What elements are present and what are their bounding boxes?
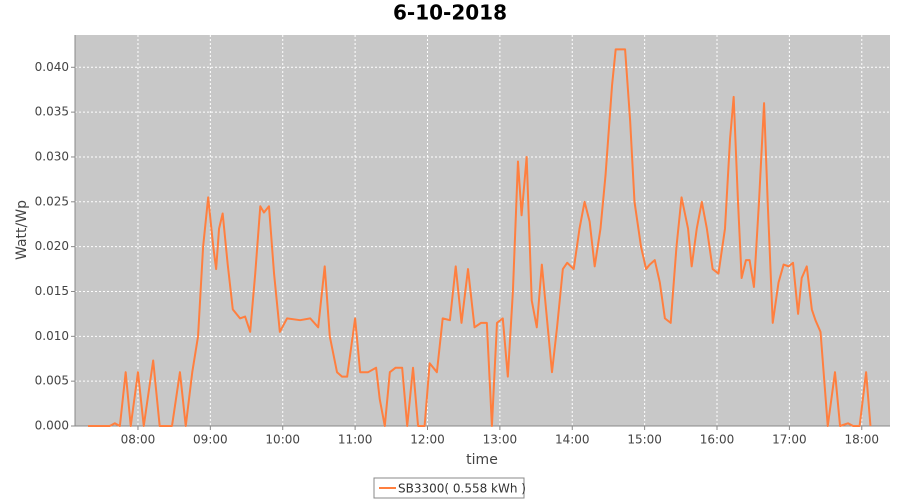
y-tick-label: 0.000 xyxy=(35,419,69,433)
y-tick-label: 0.010 xyxy=(35,329,69,343)
y-tick-label: 0.040 xyxy=(35,60,69,74)
x-tick-label: 11:00 xyxy=(338,433,373,447)
x-axis-label: time xyxy=(466,452,498,468)
y-tick-label: 0.035 xyxy=(35,105,69,119)
legend-label: SB3300( 0.558 kWh ) xyxy=(398,482,526,496)
plot-area xyxy=(75,35,890,426)
legend: SB3300( 0.558 kWh ) xyxy=(373,477,526,499)
x-tick-label: 14:00 xyxy=(555,433,590,447)
y-tick-label: 0.005 xyxy=(35,374,69,388)
y-tick-label: 0.015 xyxy=(35,284,69,298)
x-tick-label: 10:00 xyxy=(265,433,300,447)
x-tick-label: 18:00 xyxy=(844,433,879,447)
x-tick-label: 08:00 xyxy=(121,433,156,447)
y-axis-label: Watt/Wp xyxy=(14,200,30,260)
y-tick-label: 0.030 xyxy=(35,149,69,163)
x-tick-label: 12:00 xyxy=(410,433,445,447)
x-tick-label: 16:00 xyxy=(700,433,735,447)
x-tick-label: 09:00 xyxy=(193,433,228,447)
x-tick-label: 17:00 xyxy=(772,433,807,447)
y-tick-label: 0.025 xyxy=(35,194,69,208)
line xyxy=(88,48,872,427)
x-tick-label: 13:00 xyxy=(483,433,518,447)
chart-title: 6-10-2018 xyxy=(393,1,507,25)
legend-box xyxy=(373,477,525,499)
y-tick-label: 0.020 xyxy=(35,239,69,253)
x-tick-label: 15:00 xyxy=(627,433,662,447)
